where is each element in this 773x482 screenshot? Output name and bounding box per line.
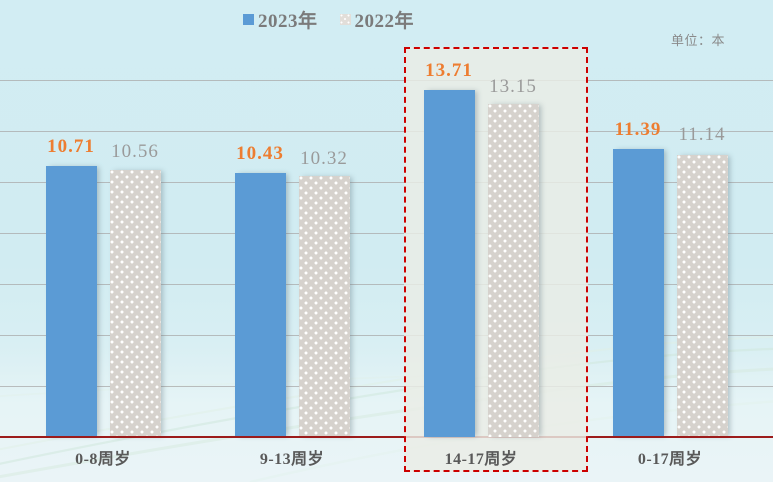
plot-area xyxy=(0,80,773,438)
legend-item-2023: 2023年 xyxy=(243,6,318,33)
legend-swatch-icon-2022 xyxy=(339,14,351,25)
value-label-2023-9-13: 10.43 xyxy=(236,143,284,164)
legend-label-2023: 2023年 xyxy=(258,11,318,32)
gridline xyxy=(0,386,773,387)
legend: 2023年 2022年 xyxy=(243,6,414,33)
gridline xyxy=(0,335,773,336)
gridline xyxy=(0,182,773,183)
gridline xyxy=(0,284,773,285)
axis-baseline xyxy=(0,436,773,438)
gridline xyxy=(0,80,773,81)
bar-2023-14-17 xyxy=(424,90,475,437)
bar-2023-0-8 xyxy=(46,166,97,437)
legend-swatch-icon-2023 xyxy=(243,14,254,25)
category-label-0-17: 0-17周岁 xyxy=(637,451,703,468)
bar-2022-0-17 xyxy=(677,155,728,437)
bar-2022-0-8 xyxy=(110,170,161,437)
category-label-14-17: 14-17周岁 xyxy=(444,451,518,468)
legend-label-2022: 2022年 xyxy=(354,11,415,32)
value-label-2022-0-8: 10.56 xyxy=(111,141,159,162)
legend-item-2022: 2022年 xyxy=(339,6,415,33)
category-label-0-8: 0-8周岁 xyxy=(75,451,131,468)
value-label-2022-14-17: 13.15 xyxy=(489,76,537,97)
value-label-2022-0-17: 11.14 xyxy=(678,124,726,145)
gridline xyxy=(0,233,773,234)
bar-2023-0-17 xyxy=(613,149,664,437)
value-label-2023-0-17: 11.39 xyxy=(614,119,662,140)
category-label-9-13: 9-13周岁 xyxy=(259,451,325,468)
bar-2022-9-13 xyxy=(299,176,350,437)
value-label-2023-14-17: 13.71 xyxy=(425,60,473,81)
gridline xyxy=(0,131,773,132)
unit-note: 单位：本 xyxy=(670,33,725,48)
value-label-2023-0-8: 10.71 xyxy=(47,136,95,157)
bar-2023-9-13 xyxy=(235,173,286,437)
bar-2022-14-17 xyxy=(488,104,539,437)
value-label-2022-9-13: 10.32 xyxy=(300,148,348,169)
